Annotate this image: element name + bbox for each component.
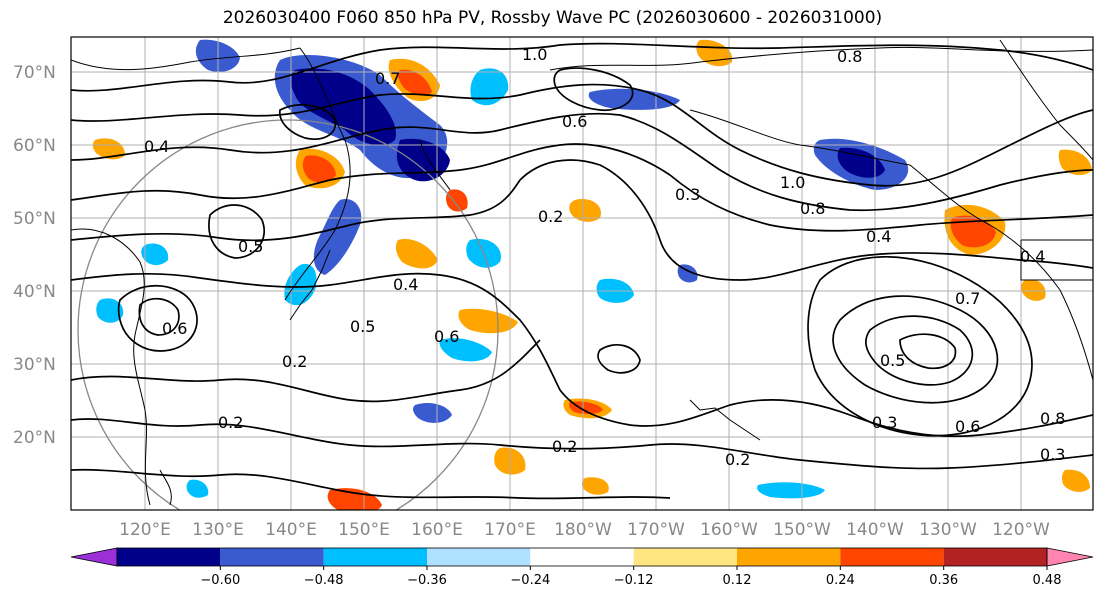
contour-label: 1.0 — [780, 173, 805, 192]
contour-lines — [71, 42, 1093, 500]
contour-labels: 1.0 0.8 0.6 0.4 0.2 0.5 0.3 0.7 1.0 0.8 … — [144, 45, 1065, 469]
lat-label: 40°N — [13, 282, 56, 302]
colorbar-tick-label: −0.36 — [407, 573, 447, 588]
contour-label: 0.6 — [434, 327, 459, 346]
colorbar-segment — [840, 548, 944, 566]
reference-circle — [77, 119, 499, 510]
lon-label: 140°E — [265, 520, 317, 540]
longitude-labels: 120°E 130°E 140°E 150°E 160°E 170°E 180°… — [119, 520, 1050, 540]
contour-label: 0.5 — [350, 317, 375, 336]
colorbar-segment — [737, 548, 841, 566]
colorbar-tick-label: 0.12 — [723, 573, 752, 588]
contour-label: 0.2 — [282, 352, 307, 371]
map-area — [71, 37, 1093, 510]
map-title: 2026030400 F060 850 hPa PV, Rossby Wave … — [222, 8, 883, 28]
colorbar-tick-label: 0.24 — [826, 573, 855, 588]
contour-label: 0.4 — [393, 275, 418, 294]
contour-label: 0.7 — [375, 69, 400, 88]
colorbar-labels: −0.60 −0.48 −0.36 −0.24 −0.12 0.12 0.24 0.36 0.4… — [200, 566, 1062, 588]
lon-label: 140°W — [846, 520, 904, 540]
contour-label: 0.7 — [955, 289, 980, 308]
contour-label: 0.4 — [866, 227, 891, 246]
lon-label: 160°W — [700, 520, 758, 540]
contour-label: 0.3 — [1040, 445, 1065, 464]
colorbar-tick-label: −0.60 — [200, 573, 240, 588]
map-border — [70, 36, 1094, 511]
contour-label: 0.3 — [675, 185, 700, 204]
colorbar-segment — [530, 548, 634, 566]
contour-label: 0.2 — [538, 207, 563, 226]
colorbar-segment — [427, 548, 531, 566]
lon-label: 120°W — [992, 520, 1050, 540]
lon-label: 160°E — [411, 520, 463, 540]
lat-label: 60°N — [13, 136, 56, 156]
colorbar-tick-label: −0.12 — [614, 573, 654, 588]
lat-label: 50°N — [13, 209, 56, 229]
contour-label: 0.5 — [238, 237, 263, 256]
contour-label: 0.8 — [800, 199, 825, 218]
colorbar-tick-label: 0.48 — [1033, 573, 1062, 588]
lat-label: 20°N — [13, 428, 56, 448]
colorbar-tick-label: −0.48 — [304, 573, 344, 588]
contour-label: 0.4 — [1020, 247, 1045, 266]
coastlines — [71, 39, 1093, 506]
lon-label: 170°W — [627, 520, 685, 540]
lon-label: 150°W — [773, 520, 831, 540]
contour-label: 1.0 — [522, 45, 547, 64]
contour-label: 0.4 — [144, 137, 169, 156]
colorbar-extend-high — [1046, 547, 1094, 567]
contour-label: 0.3 — [872, 413, 897, 432]
colorbar-segment — [943, 548, 1047, 566]
contour-label: 0.6 — [562, 112, 587, 131]
contour-label: 0.8 — [837, 47, 862, 66]
lat-label: 70°N — [13, 63, 56, 83]
colorbar-outline — [116, 547, 1048, 567]
contour-label: 0.6 — [955, 417, 980, 436]
lon-label: 180°W — [554, 520, 612, 540]
lon-label: 120°E — [119, 520, 171, 540]
contour-label: 0.2 — [218, 413, 243, 432]
contour-label: 0.5 — [880, 351, 905, 370]
colorbar-tick-label: 0.36 — [929, 573, 958, 588]
latitude-labels: 70°N 60°N 50°N 40°N 30°N 20°N — [13, 63, 56, 448]
contour-label: 0.6 — [162, 319, 187, 338]
lon-label: 170°E — [484, 520, 536, 540]
colorbar — [70, 547, 1094, 567]
lon-label: 130°W — [919, 520, 977, 540]
colorbar-segment — [220, 548, 324, 566]
colorbar-segment — [323, 548, 427, 566]
lat-label: 30°N — [13, 355, 56, 375]
lon-label: 150°E — [338, 520, 390, 540]
contour-label: 0.8 — [1040, 409, 1065, 428]
lon-label: 130°E — [192, 520, 244, 540]
colorbar-segment — [633, 548, 737, 566]
colorbar-segment — [117, 548, 221, 566]
contour-label: 0.2 — [552, 437, 577, 456]
colorbar-tick-label: −0.24 — [510, 573, 550, 588]
contour-label: 0.2 — [725, 450, 750, 469]
colorbar-extend-low — [70, 547, 118, 567]
